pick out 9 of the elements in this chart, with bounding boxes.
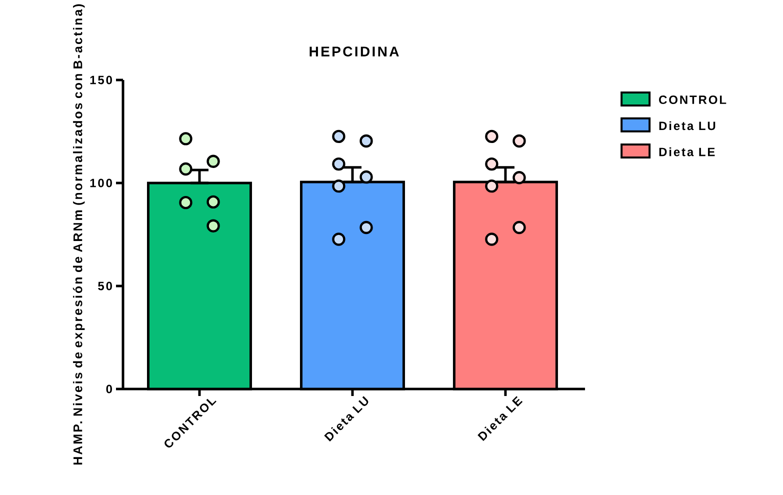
- y-tick-label: 0: [106, 384, 112, 394]
- y-tick-label: 50: [98, 282, 112, 290]
- y-tick-label: 150: [90, 76, 112, 84]
- y-axis-title: HAMP. Niveis de expresión de ARNm (normalizados con B-actina): [72, 4, 85, 465]
- legend-label: Dieta LU: [659, 121, 716, 130]
- legend-label: Dieta LE: [659, 147, 715, 156]
- chart-title: HEPCIDINA: [310, 46, 399, 56]
- legend-label: CONTROL: [659, 96, 726, 104]
- y-tick-label: 100: [90, 178, 112, 188]
